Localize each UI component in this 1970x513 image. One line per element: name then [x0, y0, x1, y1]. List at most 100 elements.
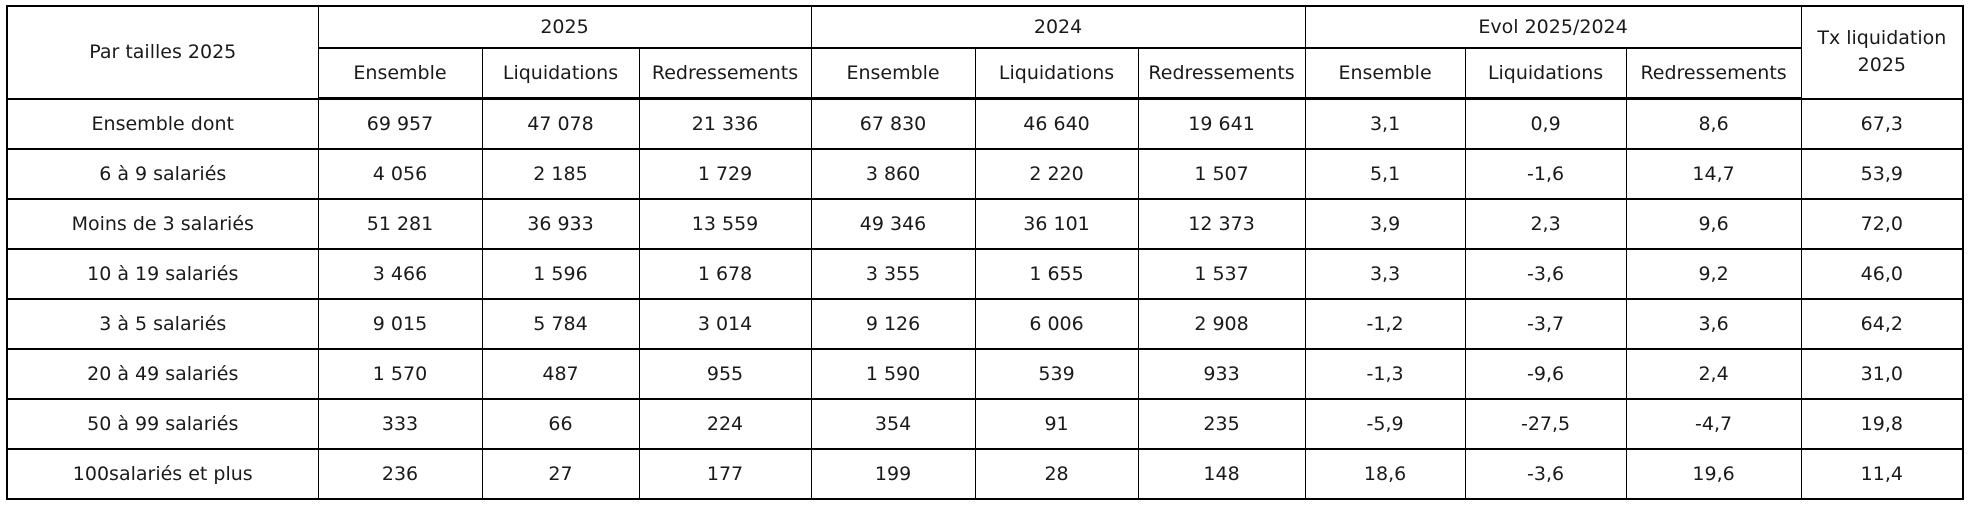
data-cell: 69 957	[317, 97, 483, 150]
group-header-2024: 2024	[810, 5, 1306, 49]
data-cell: 19,6	[1625, 448, 1802, 500]
data-cell: 9,6	[1625, 198, 1802, 250]
col-header-2025-redressements: Redressements	[638, 47, 812, 100]
data-cell: 46,0	[1800, 248, 1964, 300]
col-header-evol-redressements: Redressements	[1625, 47, 1802, 100]
data-cell: -3,6	[1464, 448, 1627, 500]
corner-header: Par tailles 2025	[6, 5, 319, 100]
data-cell: 9 126	[810, 298, 976, 350]
table-row: 10 à 19 salariés 3 466 1 596 1 678 3 355 1 65…	[6, 248, 1964, 300]
data-cell: 933	[1137, 348, 1306, 400]
table-row: 6 à 9 salariés 4 056 2 185 1 729 3 860 2 220 1…	[6, 148, 1964, 200]
row-label: 10 à 19 salariés	[6, 248, 319, 300]
data-cell: 19,8	[1800, 398, 1964, 450]
data-cell: 1 537	[1137, 248, 1306, 300]
data-cell: 2 185	[481, 148, 640, 200]
data-cell: 177	[638, 448, 812, 500]
row-label: Moins de 3 salariés	[6, 198, 319, 250]
table-row: 20 à 49 salariés 1 570 487 955 1 590 539 933 -1…	[6, 348, 1964, 400]
table-row: 100salariés et plus 236 27 177 199 28 148 18,6-…	[6, 448, 1964, 500]
data-cell: 46 640	[974, 97, 1139, 150]
data-cell: 19 641	[1137, 97, 1306, 150]
data-cell: 2,4	[1625, 348, 1802, 400]
row-label: 20 à 49 salariés	[6, 348, 319, 400]
data-cell: 1 729	[638, 148, 812, 200]
data-cell: 67 830	[810, 97, 976, 150]
data-cell: 64,2	[1800, 298, 1964, 350]
data-cell: 2 220	[974, 148, 1139, 200]
data-cell: 5,1	[1304, 148, 1466, 200]
data-cell: 148	[1137, 448, 1306, 500]
table-row: Moins de 3 salariés 51 281 36 933 13 559 49 …	[6, 198, 1964, 250]
data-cell: 1 596	[481, 248, 640, 300]
data-cell: 18,6	[1304, 448, 1466, 500]
table-body: Ensemble dont 69 957 47 078 21 336 67 830 46 …	[6, 97, 1964, 500]
data-cell: 3 860	[810, 148, 976, 200]
data-cell: -4,7	[1625, 398, 1802, 450]
data-cell: -27,5	[1464, 398, 1627, 450]
data-cell: -1,3	[1304, 348, 1466, 400]
data-cell: 13 559	[638, 198, 812, 250]
data-cell: 1 507	[1137, 148, 1306, 200]
data-cell: 72,0	[1800, 198, 1964, 250]
col-header-2025-liquidations: Liquidations	[481, 47, 640, 100]
data-cell: 21 336	[638, 97, 812, 150]
col-header-evol-liquidations: Liquidations	[1464, 47, 1627, 100]
data-cell: -3,6	[1464, 248, 1627, 300]
data-cell: 66	[481, 398, 640, 450]
row-label: 6 à 9 salariés	[6, 148, 319, 200]
table-row: Ensemble dont 69 957 47 078 21 336 67 830 46 …	[6, 97, 1964, 150]
data-cell: 1 678	[638, 248, 812, 300]
data-cell: 8,6	[1625, 97, 1802, 150]
data-cell: 36 933	[481, 198, 640, 250]
data-cell: 3,1	[1304, 97, 1466, 150]
row-label: 100salariés et plus	[6, 448, 319, 500]
defaillances-table: Par tailles 2025 2025 2024 Evol 2025/202…	[6, 5, 1965, 500]
data-cell: 3,3	[1304, 248, 1466, 300]
col-header-2024-ensemble: Ensemble	[810, 47, 976, 100]
data-cell: 354	[810, 398, 976, 450]
data-cell: 27	[481, 448, 640, 500]
data-cell: -1,2	[1304, 298, 1466, 350]
row-label: 50 à 99 salariés	[6, 398, 319, 450]
data-cell: 14,7	[1625, 148, 1802, 200]
col-header-2024-redressements: Redressements	[1137, 47, 1306, 100]
data-cell: 49 346	[810, 198, 976, 250]
table-header: Par tailles 2025 2025 2024 Evol 2025/202…	[6, 5, 1964, 100]
data-cell: 9 015	[317, 298, 483, 350]
data-cell: 47 078	[481, 97, 640, 150]
data-cell: 3,6	[1625, 298, 1802, 350]
data-cell: 6 006	[974, 298, 1139, 350]
data-cell: 2 908	[1137, 298, 1306, 350]
tx-liquidation-line1: Tx liquidation	[1817, 26, 1947, 49]
data-cell: 28	[974, 448, 1139, 500]
data-cell: 3 014	[638, 298, 812, 350]
data-cell: 235	[1137, 398, 1306, 450]
header-sub-row: Ensemble Liquidations Redressements Ense…	[7, 47, 1963, 100]
data-cell: 3,9	[1304, 198, 1466, 250]
data-cell: 199	[810, 448, 976, 500]
header-group-row: Par tailles 2025 2025 2024 Evol 2025/202…	[6, 5, 1964, 100]
data-cell: 3 466	[317, 248, 483, 300]
data-cell: 36 101	[974, 198, 1139, 250]
data-cell: 51 281	[317, 198, 483, 250]
data-cell: 333	[317, 398, 483, 450]
table-row: 3 à 5 salariés 9 015 5 784 3 014 9 126 6 006 2…	[6, 298, 1964, 350]
data-cell: -1,6	[1464, 148, 1627, 200]
tx-liquidation-header: Tx liquidation 2025	[1800, 5, 1964, 100]
data-cell: 487	[481, 348, 640, 400]
data-cell: 539	[974, 348, 1139, 400]
col-header-2025-ensemble: Ensemble	[317, 47, 483, 100]
data-cell: -9,6	[1464, 348, 1627, 400]
data-cell: 1 655	[974, 248, 1139, 300]
data-cell: 4 056	[317, 148, 483, 200]
row-label: 3 à 5 salariés	[6, 298, 319, 350]
data-cell: 1 570	[317, 348, 483, 400]
data-cell: 236	[317, 448, 483, 500]
data-cell: 53,9	[1800, 148, 1964, 200]
col-header-2024-liquidations: Liquidations	[974, 47, 1139, 100]
col-header-evol-ensemble: Ensemble	[1304, 47, 1466, 100]
data-cell: 31,0	[1800, 348, 1964, 400]
data-cell: 91	[974, 398, 1139, 450]
data-cell: 67,3	[1800, 97, 1964, 150]
